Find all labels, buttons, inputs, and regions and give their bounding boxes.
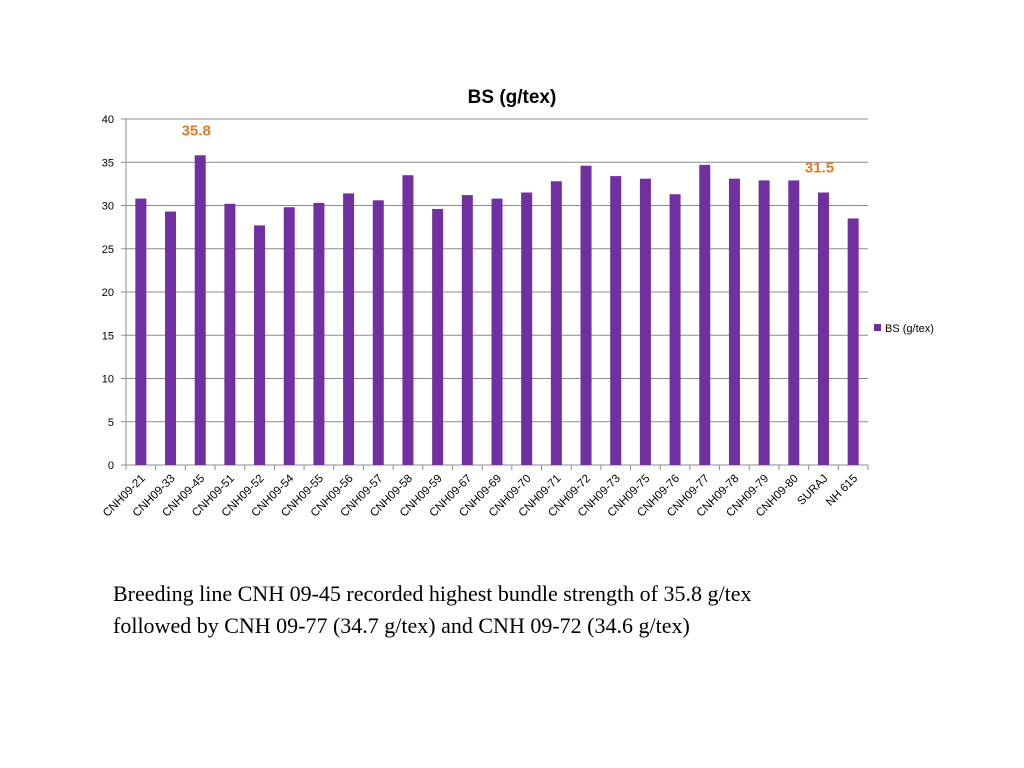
bar — [402, 175, 414, 465]
bar — [491, 198, 503, 465]
bar — [817, 192, 829, 465]
bars — [135, 155, 859, 466]
y-tick-label: 35 — [102, 157, 114, 169]
bar — [550, 181, 562, 465]
bar — [224, 203, 236, 465]
legend-swatch — [874, 324, 881, 331]
bar — [372, 200, 384, 465]
legend: BS (g/tex) — [874, 323, 934, 335]
bar — [728, 178, 740, 465]
annotations: 35.8 31.5 — [182, 122, 834, 176]
y-tick-label: 20 — [102, 287, 114, 299]
bar — [461, 195, 473, 465]
chart-title: BS (g/tex) — [468, 87, 557, 108]
bar — [343, 193, 355, 465]
bar — [699, 164, 711, 465]
bar — [847, 218, 859, 465]
data-label: 35.8 — [182, 122, 211, 139]
data-label: 31.5 — [805, 160, 834, 177]
bar — [313, 202, 325, 465]
bar — [580, 165, 592, 465]
y-axis: 0 5 10 15 20 25 30 35 40 — [102, 114, 127, 472]
caption-line-1: Breeding line CNH 09-45 recorded highest… — [113, 581, 752, 606]
y-tick-label: 15 — [102, 330, 114, 342]
x-tick-label: NH 615 — [824, 473, 860, 509]
caption-line-2: followed by CNH 09-77 (34.7 g/tex) and C… — [113, 613, 690, 638]
bar — [639, 178, 651, 465]
y-tick-label: 30 — [102, 201, 114, 213]
caption: Breeding line CNH 09-45 recorded highest… — [113, 578, 993, 642]
bar — [135, 198, 147, 465]
bar — [254, 225, 266, 465]
bar — [521, 192, 533, 465]
bar — [194, 155, 206, 465]
y-tick-label: 40 — [102, 114, 114, 126]
bar — [669, 194, 681, 465]
y-tick-label: 5 — [108, 417, 114, 429]
bar — [788, 180, 800, 466]
y-tick-label: 25 — [102, 244, 114, 256]
y-tick-label: 0 — [108, 460, 114, 472]
bar — [283, 207, 295, 466]
bar — [432, 208, 444, 465]
bar-chart: BS (g/tex) 0 5 10 15 20 25 30 35 40 CNH09-21CNH0… — [101, 87, 934, 520]
legend-label: BS (g/tex) — [885, 323, 934, 335]
bar — [165, 211, 177, 465]
bar — [758, 180, 770, 466]
bar — [610, 176, 622, 465]
x-axis: CNH09-21CNH09-33CNH09-45CNH09-51CNH09-52… — [101, 464, 869, 520]
y-tick-label: 10 — [102, 374, 114, 386]
